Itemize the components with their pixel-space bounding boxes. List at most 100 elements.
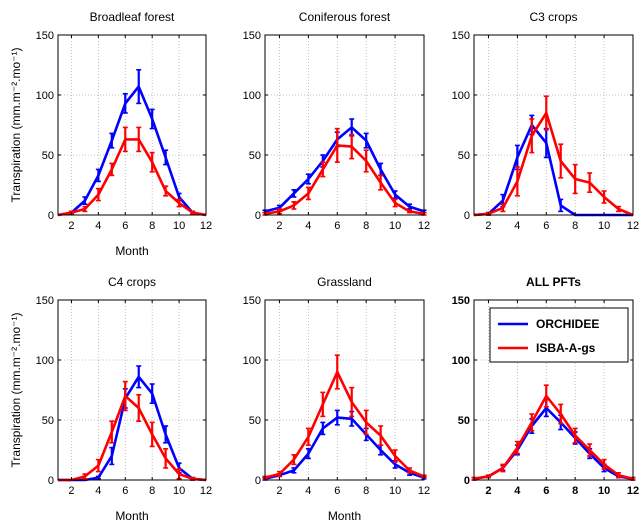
- series-isba-a-gs: [58, 380, 207, 482]
- x-tick-label: 4: [514, 485, 521, 497]
- series-line: [57, 138, 207, 217]
- y-tick-label: 150: [36, 30, 54, 42]
- x-tick-label: 2: [68, 220, 74, 232]
- panel-1: 2 4 6 8 10 12 0 50 100 150 Broadleaf forest Month Tr…: [9, 10, 212, 258]
- x-tick-label: 2: [485, 485, 491, 497]
- x-tick-label: 10: [598, 220, 610, 232]
- y-tick-label: 0: [48, 475, 54, 487]
- y-axis-label: Transpiration (mm.m⁻².mo⁻¹): [9, 313, 23, 468]
- x-tick-label: 12: [200, 485, 212, 497]
- y-tick-label: 50: [42, 415, 54, 427]
- y-tick-label: 100: [452, 355, 470, 367]
- series-isba-a-gs: [473, 95, 634, 217]
- x-tick-label: 12: [200, 220, 212, 232]
- y-tick-label: 100: [243, 90, 261, 102]
- panel-title: Coniferous forest: [299, 10, 391, 24]
- axes-frame: [264, 299, 425, 481]
- x-tick-label: 8: [572, 220, 578, 232]
- legend-label: ORCHIDEE: [536, 317, 599, 331]
- y-axis-label: Transpiration (mm.m⁻².mo⁻¹): [9, 48, 23, 203]
- y-tick-label: 50: [458, 150, 470, 162]
- x-tick-label: 12: [418, 220, 430, 232]
- x-tick-label: 4: [95, 485, 101, 497]
- y-tick-label: 150: [452, 30, 470, 42]
- panel-title: Broadleaf forest: [90, 10, 175, 24]
- series-isba-a-gs: [471, 384, 636, 481]
- x-tick-label: 4: [514, 220, 520, 232]
- x-tick-label: 8: [149, 485, 155, 497]
- x-tick-label: 6: [543, 220, 549, 232]
- x-tick-label: 8: [572, 485, 578, 497]
- axes-frame: [473, 299, 634, 481]
- plot-area: [474, 35, 633, 215]
- panel-title: ALL PFTs: [526, 275, 581, 289]
- x-tick-label: 6: [334, 485, 340, 497]
- x-tick-label: 10: [389, 220, 401, 232]
- x-tick-label: 10: [173, 220, 185, 232]
- y-tick-label: 0: [255, 475, 261, 487]
- x-tick-label: 2: [485, 220, 491, 232]
- x-tick-label: 12: [418, 485, 430, 497]
- panel-title: C3 crops: [529, 10, 577, 24]
- series-isba-a-gs: [262, 354, 427, 480]
- x-tick-label: 2: [276, 485, 282, 497]
- y-tick-label: 50: [42, 150, 54, 162]
- x-tick-label: 2: [68, 485, 74, 497]
- y-tick-label: 100: [36, 355, 54, 367]
- y-tick-label: 150: [36, 295, 54, 307]
- y-tick-label: 0: [464, 210, 470, 222]
- panel-5: 2 4 6 8 10 12 0 50 100 150 Grassland Month: [243, 275, 430, 523]
- legend-box: [489, 307, 629, 363]
- series-orchidee: [57, 69, 207, 217]
- x-tick-label: 10: [389, 485, 401, 497]
- panel-3: 2 4 6 8 10 12 0 50 100 150 C3 crops: [452, 10, 639, 232]
- x-tick-label: 6: [543, 485, 549, 497]
- x-tick-label: 10: [173, 485, 185, 497]
- x-tick-label: 8: [149, 220, 155, 232]
- y-tick-label: 100: [36, 90, 54, 102]
- y-tick-label: 150: [452, 295, 470, 307]
- x-tick-label: 8: [363, 485, 369, 497]
- series-line: [264, 416, 425, 481]
- x-tick-label: 6: [334, 220, 340, 232]
- x-axis-label: Month: [328, 509, 361, 523]
- plot-area: [265, 35, 424, 215]
- y-tick-label: 100: [243, 355, 261, 367]
- x-tick-label: 10: [598, 485, 610, 497]
- x-tick-label: 4: [95, 220, 101, 232]
- panel-title: Grassland: [317, 275, 372, 289]
- series-line: [58, 394, 207, 482]
- panel-4: 2 4 6 8 10 12 0 50 100 150 C4 crops Month Transpirat…: [9, 275, 212, 523]
- x-tick-label: 4: [305, 220, 311, 232]
- plot-area: [58, 35, 206, 215]
- panel-2: 2 4 6 8 10 12 0 50 100 150 Coniferous forest: [243, 10, 430, 232]
- panel-title: C4 crops: [108, 275, 156, 289]
- y-tick-label: 50: [249, 415, 261, 427]
- x-tick-label: 12: [627, 485, 639, 497]
- axes-frame: [473, 34, 634, 216]
- axes-frame: [264, 34, 425, 216]
- series-line: [473, 394, 634, 481]
- x-tick-label: 6: [122, 220, 128, 232]
- axes-frame: [57, 34, 207, 216]
- y-tick-label: 0: [255, 210, 261, 222]
- x-tick-label: 6: [122, 485, 128, 497]
- legend-label: ISBA-A-gs: [536, 341, 596, 355]
- series-line: [264, 370, 425, 479]
- legend: ORCHIDEE ISBA-A-gs: [489, 307, 629, 363]
- y-tick-label: 150: [243, 295, 261, 307]
- y-tick-label: 0: [464, 475, 470, 487]
- x-tick-label: 8: [363, 220, 369, 232]
- y-tick-label: 150: [243, 30, 261, 42]
- y-tick-label: 50: [458, 415, 470, 427]
- series-line: [473, 111, 634, 217]
- x-axis-label: Month: [115, 509, 148, 523]
- series-line: [264, 126, 425, 213]
- panel-6: 2 4 6 8 10 12 0 50 100 150 ALL PFTs ORCHIDEE ISBA-A-…: [452, 275, 639, 497]
- series-line: [264, 144, 425, 216]
- y-tick-label: 100: [452, 90, 470, 102]
- x-axis-label: Month: [115, 244, 148, 258]
- y-tick-label: 50: [249, 150, 261, 162]
- axes-frame: [57, 299, 207, 481]
